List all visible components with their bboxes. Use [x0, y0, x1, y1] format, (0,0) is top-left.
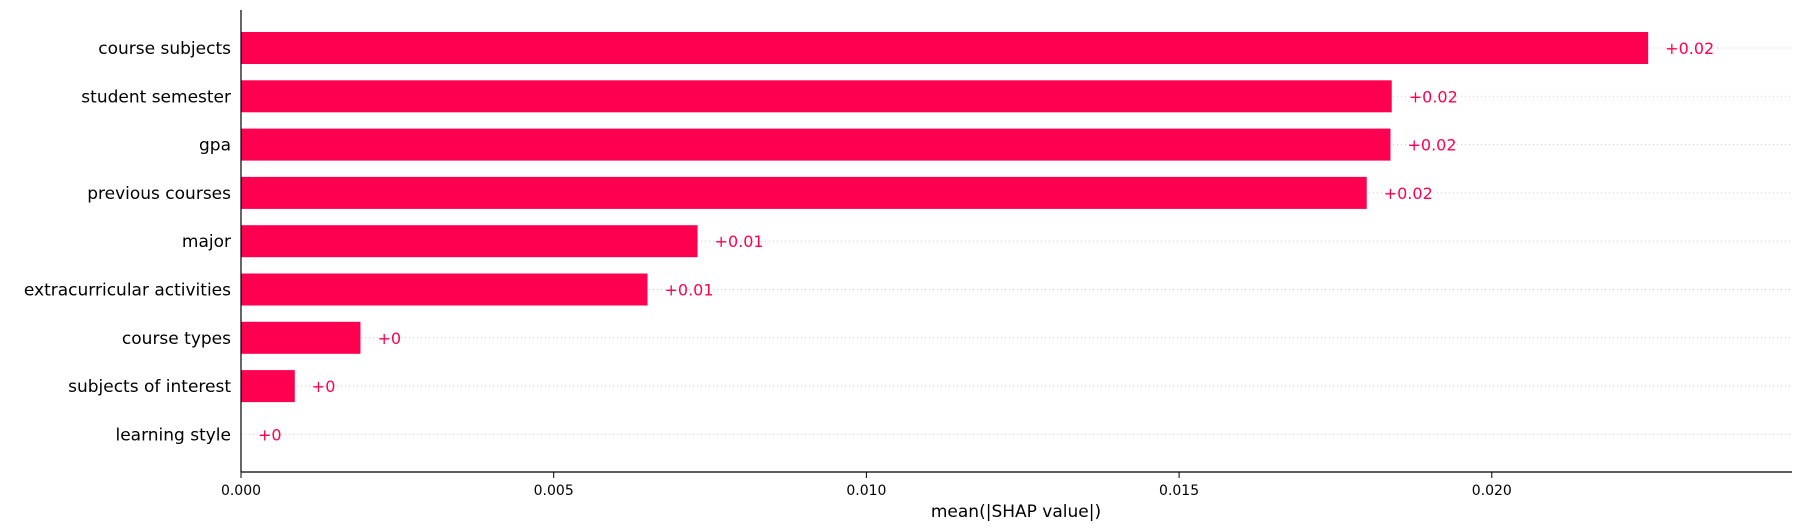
data-labels: +0.02 +0.02 +0.02 +0.02 +0.01 +0.01 +0 +0 +0	[258, 39, 1714, 444]
data-label: +0.02	[1665, 39, 1714, 58]
x-tick-label: 0.005	[534, 483, 574, 499]
bar	[241, 128, 1391, 161]
data-label: +0.01	[715, 232, 764, 251]
data-label: +0	[258, 425, 282, 444]
bars	[241, 32, 1649, 403]
category-label: course subjects	[98, 39, 231, 59]
category-label: course types	[122, 329, 231, 349]
category-label: major	[182, 232, 231, 252]
bar	[241, 176, 1367, 209]
bar	[241, 321, 361, 354]
category-label: extracurricular activities	[24, 281, 231, 301]
data-label: +0	[377, 329, 401, 348]
category-label: learning style	[115, 425, 231, 445]
bar	[241, 32, 1649, 64]
data-label: +0.02	[1384, 184, 1433, 203]
data-label: +0.02	[1409, 87, 1458, 106]
category-label: subjects of interest	[68, 377, 231, 397]
category-label: previous courses	[87, 184, 231, 204]
bar	[241, 80, 1392, 113]
category-labels: course subjects student semester gpa previo…	[24, 39, 231, 445]
x-tick-label: 0.010	[846, 483, 886, 499]
x-ticks: 0.000 0.005 0.010 0.015 0.020	[221, 472, 1512, 499]
category-label: student semester	[81, 87, 231, 107]
bar	[241, 370, 295, 403]
data-label: +0.02	[1407, 136, 1456, 155]
x-tick-label: 0.015	[1159, 483, 1199, 499]
data-label: +0	[312, 377, 336, 396]
bar	[241, 225, 698, 258]
bar	[241, 273, 648, 306]
x-axis-title: mean(|SHAP value|)	[931, 502, 1101, 522]
x-tick-label: 0.000	[221, 483, 261, 499]
data-label: +0.01	[665, 281, 714, 300]
category-label: gpa	[199, 136, 231, 156]
x-tick-label: 0.020	[1472, 483, 1512, 499]
